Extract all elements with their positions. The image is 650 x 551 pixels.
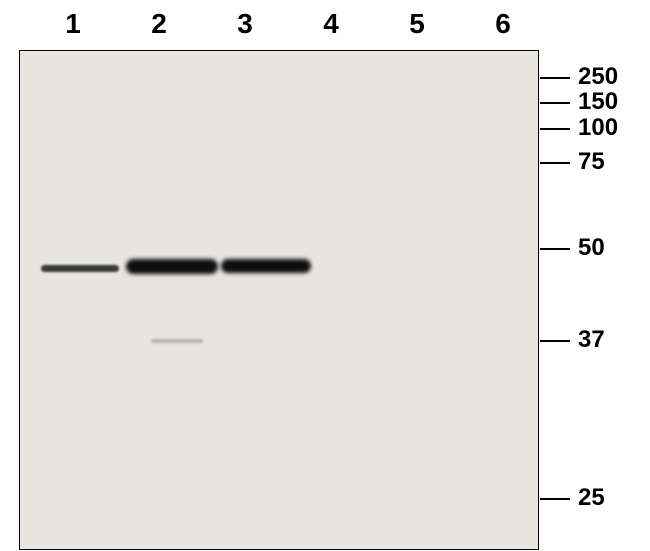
- blot-membrane: [19, 50, 539, 550]
- lane-label-1: 1: [30, 8, 116, 40]
- band-lane1-0: [41, 265, 119, 272]
- lane-label-3: 3: [202, 8, 288, 40]
- lane-label-2: 2: [116, 8, 202, 40]
- lane-label-6: 6: [460, 8, 546, 40]
- lane-labels-row: 123456: [30, 8, 546, 40]
- mw-tick-37: [540, 340, 570, 342]
- mw-tick-25: [540, 498, 570, 500]
- lane-label-5: 5: [374, 8, 460, 40]
- mw-tick-50: [540, 248, 570, 250]
- mw-tick-100: [540, 128, 570, 130]
- mw-tick-250: [540, 77, 570, 79]
- mw-tick-75: [540, 162, 570, 164]
- mw-tick-150: [540, 102, 570, 104]
- band-lane2-1: [126, 259, 218, 274]
- band-lane2-3: [151, 339, 203, 343]
- band-lane3-2: [221, 259, 311, 273]
- lane-label-4: 4: [288, 8, 374, 40]
